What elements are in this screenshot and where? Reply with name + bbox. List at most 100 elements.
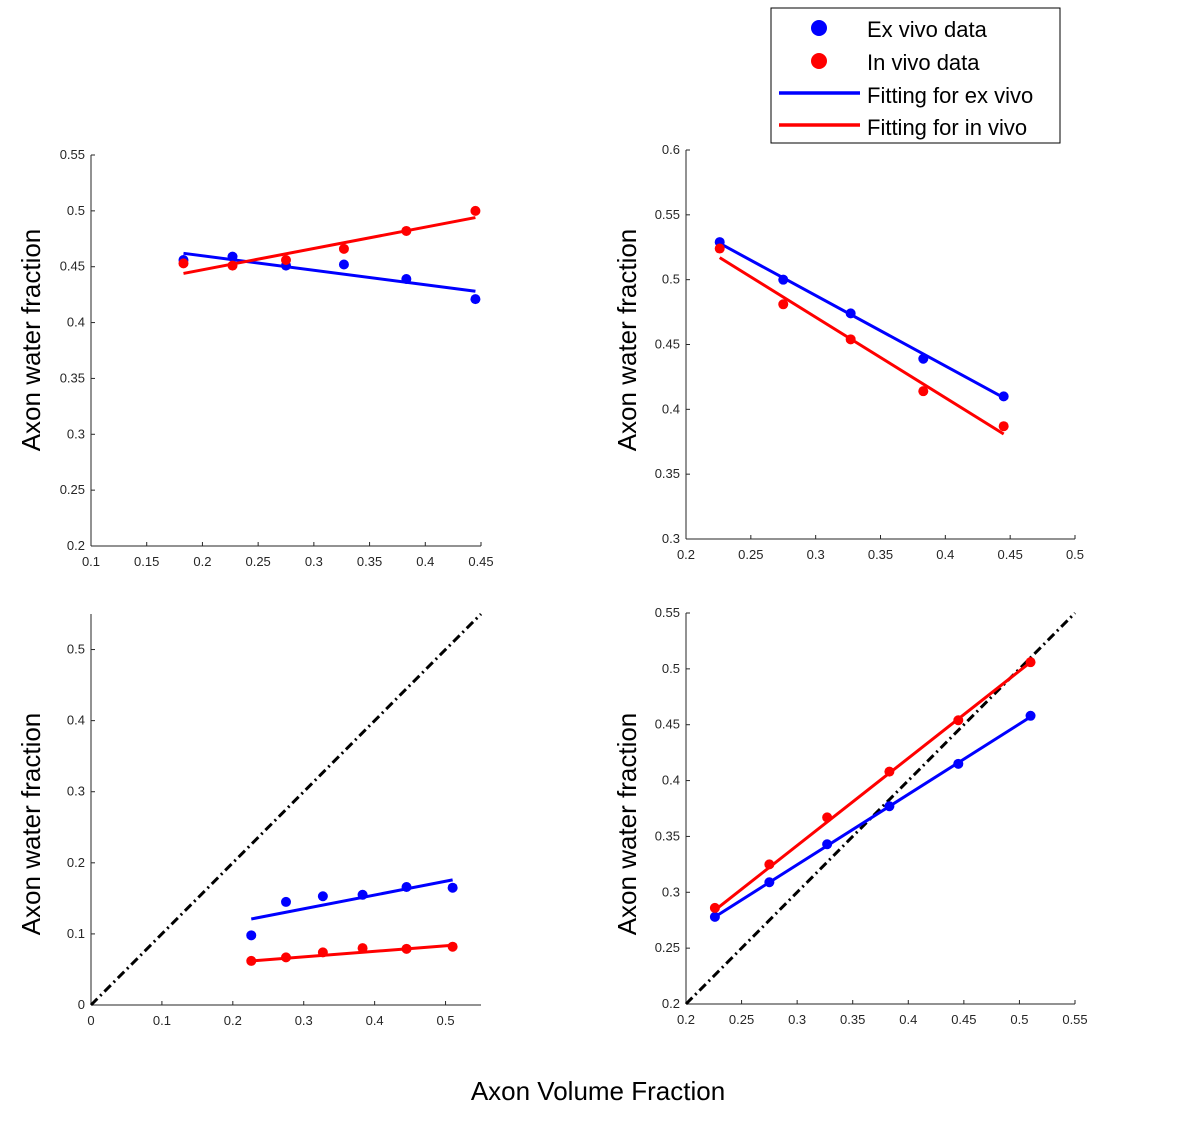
panel-top-left: Axon water fraction 0.1 0.15 0.2 0.25 0.3 0.3… <box>16 147 494 569</box>
top-right-x-tick-label: 0.35 <box>868 547 893 562</box>
bottom-right-x-tick-label: 0.2 <box>677 1012 695 1027</box>
top-right-in-vivo-data-point <box>845 334 856 345</box>
bottom-right-ex-vivo-data-point <box>1025 710 1036 721</box>
top-left-y-tick-label: 0.25 <box>60 482 85 497</box>
top-right-y-tick-label: 0.6 <box>662 142 680 157</box>
panel-bottom-left: Axon water fraction 0 0.1 0.2 0.3 0.4 0.5 0 0.1… <box>16 612 483 1028</box>
bottom-left-in-vivo-data-point <box>246 955 257 966</box>
bottom-right-y-tick-label: 0.5 <box>662 661 680 676</box>
top-left-y-tick-label: 0.35 <box>60 370 85 385</box>
top-left-x-tick-label: 0.4 <box>416 554 434 569</box>
bottom-left-x-tick-label: 0.3 <box>295 1013 313 1028</box>
bottom-left-y-tick-label: 0.5 <box>67 642 85 657</box>
bottom-right-in-vivo-data-point <box>1025 657 1036 668</box>
legend-in-vivo-fit-label: Fitting for in vivo <box>867 115 1027 140</box>
legend-ex-vivo-data-label: Ex vivo data <box>867 17 988 42</box>
bottom-right-x-tick-label: 0.55 <box>1062 1012 1087 1027</box>
bottom-right-ex-vivo-data-point <box>884 801 895 812</box>
top-right-ex-vivo-data-point <box>998 391 1009 402</box>
bottom-right-in-vivo-data-point <box>884 766 895 777</box>
bottom-left-ex-vivo-data-point <box>401 881 412 892</box>
panel-bottom-right-ylabel: Axon water fraction <box>612 713 642 936</box>
top-right-x-tick-label: 0.2 <box>677 547 695 562</box>
top-left-fitting-for-ex-vivo-line <box>183 251 476 293</box>
panel-top-left-plot: 0.1 0.15 0.2 0.25 0.3 0.35 0.4 0.45 0.2 0.25 0.3 0.… <box>60 147 494 569</box>
top-left-in-vivo-data-point <box>401 225 412 236</box>
panel-top-right: Axon water fraction 0.2 0.25 0.3 0.35 0.4 0.4… <box>612 142 1084 562</box>
bottom-left-ex-vivo-data-point <box>281 896 291 907</box>
bottom-right-ex-vivo-data-point <box>953 758 964 769</box>
top-right-ex-vivo-data-point <box>778 274 789 285</box>
bottom-right-fitting-for-in-vivo-line <box>713 660 1032 912</box>
bottom-left-x-tick-label: 0.5 <box>437 1013 455 1028</box>
bottom-left-ex-vivo-data-point <box>246 930 257 941</box>
top-left-ex-vivo-data-point <box>470 294 481 305</box>
top-left-in-vivo-data-point <box>470 205 481 216</box>
bottom-left-y-tick-label: 0 <box>78 997 85 1012</box>
bottom-right-x-tick-label: 0.45 <box>951 1012 976 1027</box>
top-left-x-tick-label: 0.35 <box>357 554 382 569</box>
bottom-right-x-tick-label: 0.5 <box>1010 1012 1028 1027</box>
bottom-right-in-vivo-data-point <box>822 812 833 823</box>
legend: Ex vivo data In vivo data Fitting for ex… <box>770 7 1061 144</box>
top-left-x-tick-label: 0.1 <box>82 554 100 569</box>
panel-bottom-right-plot: 0.2 0.25 0.3 0.35 0.4 0.45 0.5 0.55 0.2 0.25 0.3 0.… <box>655 605 1088 1027</box>
bottom-left-x-tick-label: 0.4 <box>366 1013 384 1028</box>
top-left-ex-vivo-data-point <box>401 274 412 285</box>
panel-top-left-ylabel: Axon water fraction <box>16 229 46 452</box>
top-right-y-tick-label: 0.3 <box>662 531 680 546</box>
bottom-left-x-tick-label: 0 <box>87 1013 94 1028</box>
bottom-left-in-vivo-data-point <box>401 943 412 954</box>
top-left-y-tick-label: 0.45 <box>60 259 85 274</box>
bottom-left-x-tick-label: 0.1 <box>153 1013 171 1028</box>
top-right-y-tick-label: 0.45 <box>655 337 680 352</box>
top-left-ex-vivo-data-point <box>338 259 349 270</box>
bottom-right-in-vivo-data-point <box>764 859 775 870</box>
bottom-right-y-tick-label: 0.45 <box>655 717 680 732</box>
top-right-x-tick-label: 0.3 <box>807 547 825 562</box>
bottom-right-x-tick-label: 0.35 <box>840 1012 865 1027</box>
top-left-in-vivo-data-point <box>227 260 238 271</box>
bottom-right-x-tick-label: 0.3 <box>788 1012 806 1027</box>
bottom-left-x-tick-label: 0.2 <box>224 1013 242 1028</box>
bottom-right-in-vivo-data-point <box>709 902 720 913</box>
bottom-right-y-tick-label: 0.55 <box>655 605 680 620</box>
bottom-left-in-vivo-data-point <box>357 943 368 954</box>
top-right-y-tick-label: 0.35 <box>655 466 680 481</box>
bottom-left-y-tick-label: 0.4 <box>67 713 85 728</box>
legend-in-vivo-marker <box>811 53 827 69</box>
bottom-left-fitting-for-ex-vivo-line <box>250 878 453 921</box>
top-left-x-tick-label: 0.15 <box>134 554 159 569</box>
bottom-left-identity-line <box>89 612 483 1007</box>
top-left-y-tick-label: 0.55 <box>60 147 85 162</box>
top-right-ex-vivo-data-point <box>845 308 856 319</box>
top-right-x-tick-label: 0.4 <box>936 547 954 562</box>
bottom-right-in-vivo-data-point <box>953 715 964 726</box>
bottom-left-y-tick-label: 0.2 <box>67 855 85 870</box>
top-left-y-tick-label: 0.2 <box>67 538 85 553</box>
top-left-x-tick-label: 0.2 <box>193 554 211 569</box>
bottom-left-in-vivo-data-point <box>281 952 291 963</box>
top-right-y-tick-label: 0.4 <box>662 401 680 416</box>
bottom-right-ex-vivo-data-point <box>764 877 775 888</box>
legend-ex-vivo-marker <box>811 20 827 36</box>
top-right-in-vivo-data-point <box>918 386 929 397</box>
bottom-right-y-tick-label: 0.3 <box>662 884 680 899</box>
bottom-right-y-tick-label: 0.2 <box>662 996 680 1011</box>
panel-bottom-right: Axon water fraction 0.2 0.25 0.3 0.35 0.4 0.4… <box>612 605 1088 1027</box>
bottom-right-ex-vivo-data-point <box>709 911 720 922</box>
top-right-y-tick-label: 0.55 <box>655 207 680 222</box>
bottom-right-y-tick-label: 0.35 <box>655 828 680 843</box>
top-left-y-tick-label: 0.4 <box>67 315 85 330</box>
top-left-x-tick-label: 0.3 <box>305 554 323 569</box>
bottom-right-fitting-for-ex-vivo-line <box>714 715 1032 919</box>
bottom-left-y-tick-label: 0.1 <box>67 926 85 941</box>
bottom-left-y-tick-label: 0.3 <box>67 784 85 799</box>
bottom-left-ex-vivo-data-point <box>447 882 458 893</box>
panel-bottom-left-ylabel: Axon water fraction <box>16 713 46 936</box>
top-right-in-vivo-data-point <box>998 421 1009 432</box>
bottom-right-y-tick-label: 0.4 <box>662 773 680 788</box>
top-left-fitting-for-in-vivo-line <box>183 216 476 275</box>
legend-in-vivo-data-label: In vivo data <box>867 50 980 75</box>
